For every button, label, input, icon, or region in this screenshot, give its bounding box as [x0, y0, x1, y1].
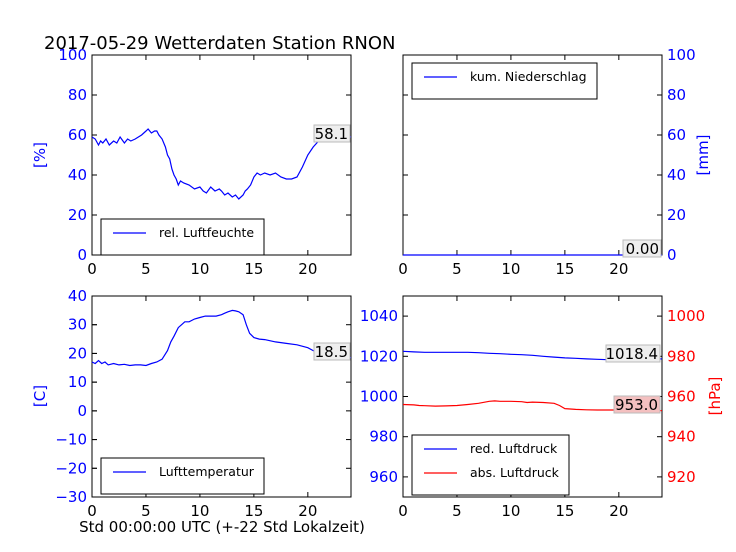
x-tick-label: 5	[452, 260, 462, 278]
y-tick-label: 60	[667, 126, 686, 144]
y-tick-label: 20	[68, 344, 87, 362]
y-tick-label: 10	[68, 373, 87, 391]
legend-label: rel. Luftfeuchte	[159, 225, 254, 240]
legend-label: red. Luftdruck	[470, 441, 558, 456]
x-tick-label: 15	[244, 502, 263, 520]
x-tick-label: 10	[190, 260, 209, 278]
x-tick-label: 10	[501, 260, 520, 278]
series-line-abs-luftdruck	[402, 400, 663, 412]
y-tick-label: 0	[667, 246, 677, 264]
y-tick-label: 980	[667, 347, 696, 365]
y-tick-label: 0	[77, 246, 87, 264]
y-tick-label: 1020	[360, 347, 398, 365]
readout-value: 58.1	[315, 125, 348, 143]
x-tick-label: 0	[398, 502, 408, 520]
y-tick-label: 20	[667, 206, 686, 224]
legend-label: abs. Luftdruck	[470, 465, 560, 480]
x-tick-label: 0	[87, 502, 97, 520]
y-tick-label: −20	[55, 459, 87, 477]
panel-temperature: [C] 0 5 10 15 20 −30 −20 −10 0 10 20 30 40 18.5 Luftte…	[31, 287, 352, 520]
readout-value: 953.0	[615, 396, 658, 414]
panel-humidity: [%] 0 5 10 15 20 0 20 40 60 80 100 58.1 rel. Luftfeu…	[31, 46, 352, 278]
y-tick-label: 0	[77, 402, 87, 420]
x-tick-label: 20	[298, 260, 317, 278]
y-tick-label: 40	[68, 287, 87, 305]
y-tick-label: 100	[667, 46, 696, 64]
x-tick-label: 5	[141, 260, 151, 278]
x-tick-label: 10	[190, 502, 209, 520]
x-tick-label: 5	[452, 502, 462, 520]
y-tick-label: 960	[667, 388, 696, 406]
readout-value: 0.00	[626, 240, 659, 258]
y-tick-label: −10	[55, 431, 87, 449]
x-tick-label: 0	[87, 260, 97, 278]
y-axis-label: [hPa]	[706, 377, 724, 416]
x-tick-label: 15	[555, 502, 574, 520]
x-tick-label: 20	[609, 260, 628, 278]
y-tick-label: 960	[369, 468, 398, 486]
x-tick-label: 15	[555, 260, 574, 278]
x-tick-label: 15	[244, 260, 263, 278]
legend-label: Lufttemperatur	[159, 464, 255, 479]
readout-value: 1018.4	[606, 345, 659, 363]
x-tick-label: 5	[141, 502, 151, 520]
series-line-temperature	[91, 309, 352, 367]
x-axis-label: Std 00:00:00 UTC (+-22 Std Lokalzeit)	[79, 518, 365, 536]
y-axis-label: [%]	[31, 142, 49, 168]
y-tick-label: 80	[68, 86, 87, 104]
panel-pressure: [hPa] 0 5 10 15 20 960 980 1000 1020 1040 920 940 96…	[360, 295, 724, 520]
y-tick-label: −30	[55, 488, 87, 506]
y-tick-label: 1000	[360, 388, 398, 406]
y-axis-label: [mm]	[694, 135, 712, 176]
page-title: 2017-05-29 Wetterdaten Station RNON	[44, 33, 395, 54]
y-tick-label: 40	[68, 166, 87, 184]
legend-box	[411, 62, 598, 100]
panel-precipitation: [mm] 0 5 10 15 20 0 20 40 60 80 100 0.00 kum. Nieder…	[398, 46, 712, 278]
x-tick-label: 20	[609, 502, 628, 520]
y-tick-label: 940	[667, 428, 696, 446]
y-tick-label: 920	[667, 468, 696, 486]
readout-box	[313, 342, 351, 361]
readout-box	[313, 124, 351, 143]
x-tick-label: 20	[298, 502, 317, 520]
legend-box	[100, 218, 265, 256]
x-tick-label: 10	[501, 502, 520, 520]
y-tick-label: 20	[68, 206, 87, 224]
legend-box	[100, 457, 265, 495]
y-tick-label: 100	[58, 46, 87, 64]
y-tick-label: 1000	[667, 307, 705, 325]
y-axis-label: [C]	[31, 385, 49, 407]
y-tick-label: 80	[667, 86, 686, 104]
y-tick-label: 40	[667, 166, 686, 184]
y-tick-label: 1040	[360, 307, 398, 325]
readout-box	[605, 344, 661, 363]
series-line-humidity	[91, 128, 352, 200]
readout-box	[613, 395, 661, 414]
y-tick-label: 30	[68, 316, 87, 334]
readout-value: 18.5	[315, 343, 348, 361]
legend-box	[411, 434, 570, 496]
plot-frame	[91, 295, 352, 498]
x-tick-label: 0	[398, 260, 408, 278]
readout-box	[622, 239, 662, 258]
y-tick-label: 60	[68, 126, 87, 144]
y-tick-label: 980	[369, 428, 398, 446]
legend-label: kum. Niederschlag	[470, 69, 587, 84]
